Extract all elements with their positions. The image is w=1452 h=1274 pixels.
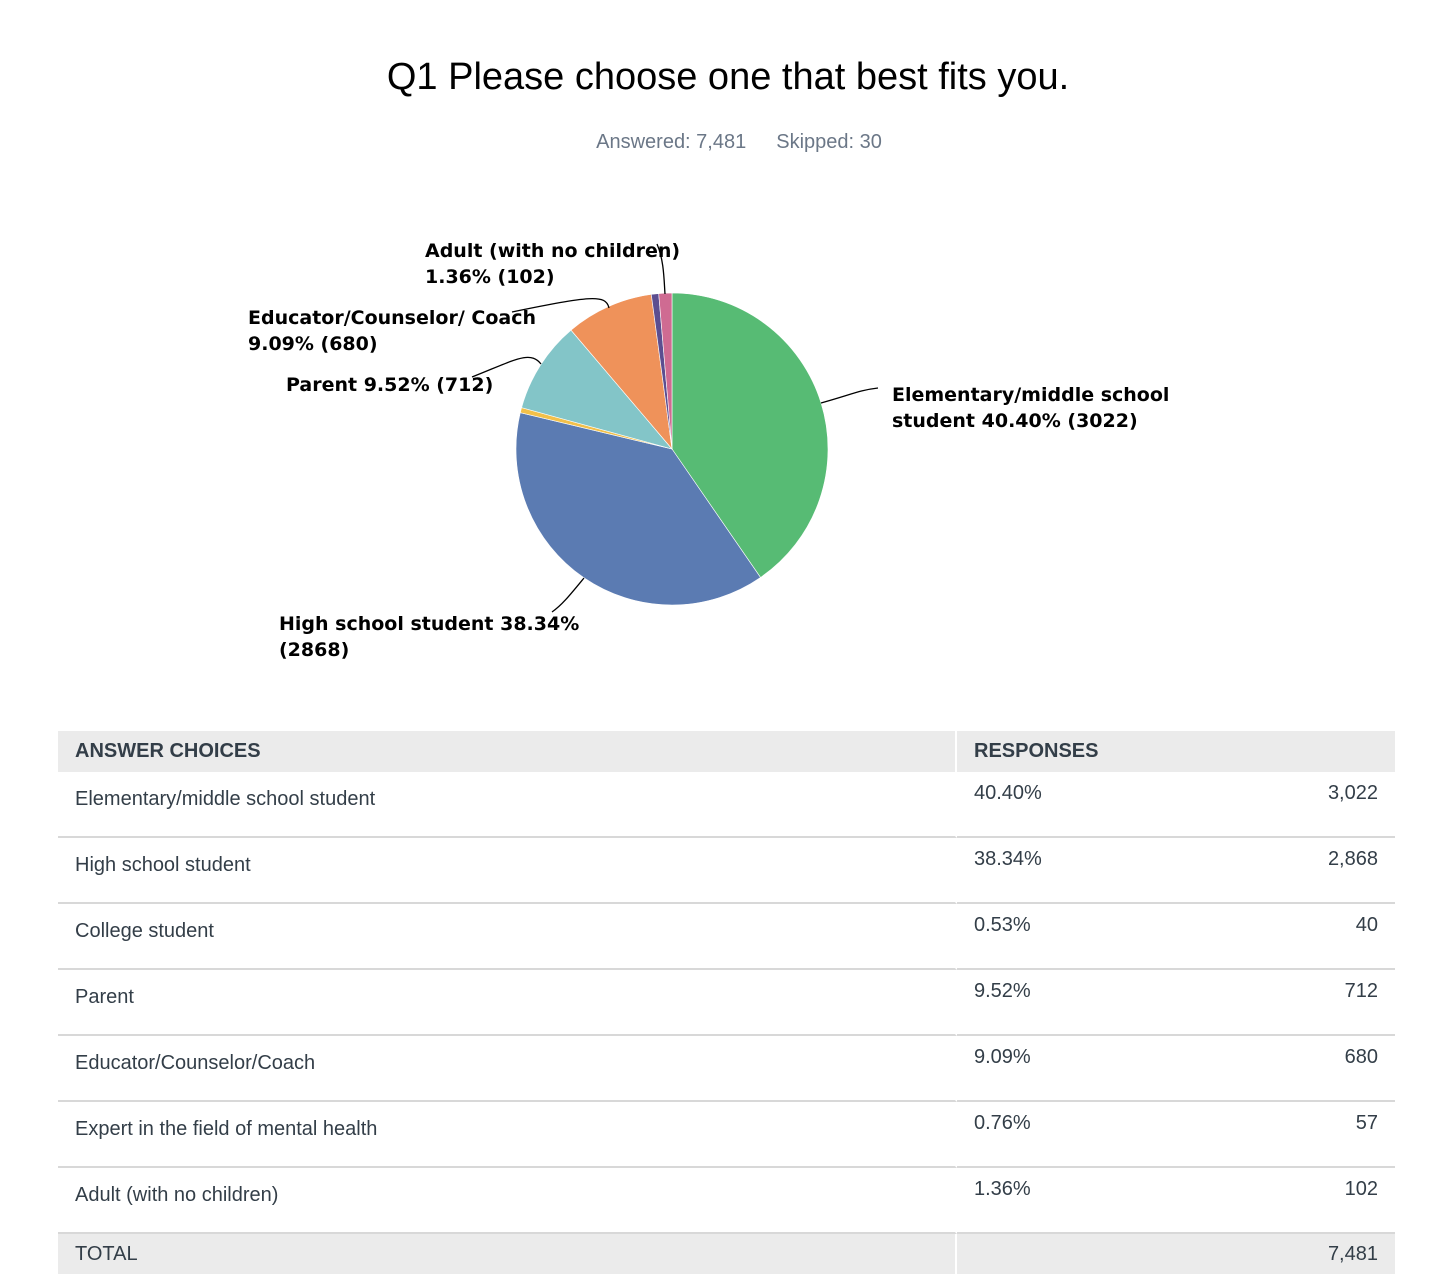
- table-row: Expert in the field of mental health 0.7…: [58, 1102, 1395, 1168]
- pie-leader-line: [551, 577, 585, 613]
- row-percent: 0.53%: [957, 904, 1202, 970]
- pie-data-label: Parent 9.52% (712): [286, 374, 493, 396]
- question-title: Q1 Please choose one that best fits you.: [386, 56, 1070, 98]
- row-percent: 0.76%: [957, 1102, 1202, 1168]
- row-count: 2,868: [1201, 838, 1395, 904]
- row-count: 3,022: [1201, 772, 1395, 838]
- pie-label-line: 1.36% (102): [425, 266, 555, 288]
- pie-label-line: student 40.40% (3022): [892, 410, 1138, 432]
- pie-data-label: Elementary/middle school student 40.40% (…: [892, 384, 1169, 432]
- row-choice: Expert in the field of mental health: [58, 1102, 957, 1168]
- pie-label-line: High school student 38.34%: [279, 613, 579, 635]
- table-row: High school student 38.34% 2,868: [58, 838, 1395, 904]
- pie-label-line: (2868): [279, 639, 349, 661]
- row-choice: College student: [58, 904, 957, 970]
- row-count: 102: [1201, 1168, 1395, 1234]
- pie-data-label: High school student 38.34% (2868): [279, 613, 579, 661]
- responses-table: ANSWER CHOICES RESPONSES Elementary/midd…: [58, 731, 1395, 1274]
- pie-leader-line: [471, 356, 542, 378]
- pie-data-label: Educator/Counselor/ Coach 9.09% (680): [248, 307, 536, 355]
- response-stats: Answered: 7,481 Skipped: 30: [0, 131, 1452, 154]
- row-count: 40: [1201, 904, 1395, 970]
- total-count: 7,481: [1201, 1234, 1395, 1274]
- pie-chart: Elementary/middle school student 40.40% (…: [248, 240, 1169, 661]
- pie-label-line: Parent 9.52% (712): [286, 374, 493, 396]
- answered-count: Answered: 7,481: [596, 131, 747, 153]
- total-percent: [957, 1234, 1202, 1274]
- row-percent: 9.09%: [957, 1036, 1202, 1102]
- total-label: TOTAL: [58, 1234, 957, 1274]
- pie-leader-line: [820, 387, 879, 404]
- pie-label-line: 9.09% (680): [248, 333, 378, 355]
- row-choice: Elementary/middle school student: [58, 772, 957, 838]
- row-percent: 40.40%: [957, 772, 1202, 838]
- table-header-row: ANSWER CHOICES RESPONSES: [58, 731, 1395, 772]
- pie-label-line: Elementary/middle school: [892, 384, 1169, 406]
- table-row: Adult (with no children) 1.36% 102: [58, 1168, 1395, 1234]
- skipped-count: Skipped: 30: [776, 131, 882, 153]
- row-choice: High school student: [58, 838, 957, 904]
- row-choice: Parent: [58, 970, 957, 1036]
- row-count: 680: [1201, 1036, 1395, 1102]
- pie-label-line: Adult (with no children): [425, 240, 680, 262]
- row-count: 712: [1201, 970, 1395, 1036]
- row-percent: 9.52%: [957, 970, 1202, 1036]
- row-count: 57: [1201, 1102, 1395, 1168]
- row-percent: 1.36%: [957, 1168, 1202, 1234]
- pie-slice-parent: [521, 329, 673, 450]
- table-row: College student 0.53% 40: [58, 904, 1395, 970]
- row-choice: Adult (with no children): [58, 1168, 957, 1234]
- total-row: TOTAL 7,481: [58, 1234, 1395, 1274]
- pie-leader-line: [656, 243, 666, 295]
- pie-slice-elementary-middle-school-student: [671, 292, 829, 578]
- header-responses: RESPONSES: [957, 731, 1395, 772]
- table-row: Educator/Counselor/Coach 9.09% 680: [58, 1036, 1395, 1102]
- header-answer-choices: ANSWER CHOICES: [58, 731, 957, 772]
- row-percent: 38.34%: [957, 838, 1202, 904]
- table-row: Parent 9.52% 712: [58, 970, 1395, 1036]
- pie-leader-line: [511, 297, 610, 313]
- pie-label-line: Educator/Counselor/ Coach: [248, 307, 536, 329]
- table-row: Elementary/middle school student 40.40% …: [58, 772, 1395, 838]
- pie-slice-high-school-student: [515, 412, 761, 606]
- row-choice: Educator/Counselor/Coach: [58, 1036, 957, 1102]
- pie-data-label: Adult (with no children) 1.36% (102): [425, 240, 680, 288]
